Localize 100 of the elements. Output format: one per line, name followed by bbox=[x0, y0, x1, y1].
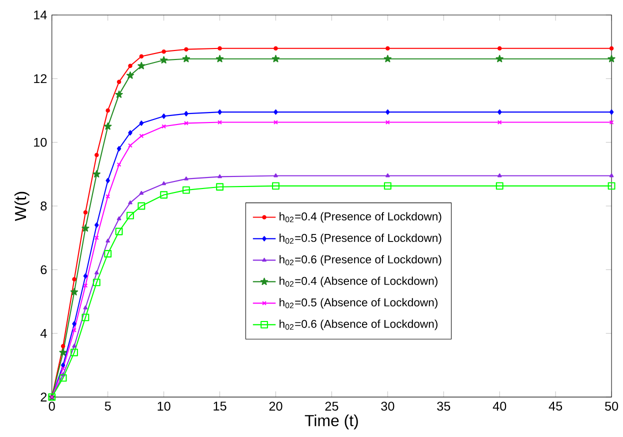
point bbox=[160, 191, 168, 199]
point bbox=[82, 224, 90, 232]
legend-label: h$_{02}$=0.5 (Presence of Lockdown) bbox=[280, 234, 442, 244]
point bbox=[70, 288, 78, 296]
point bbox=[60, 362, 66, 368]
y-tick-label: 8 bbox=[40, 202, 47, 210]
point bbox=[184, 121, 188, 126]
point bbox=[162, 124, 166, 129]
point bbox=[218, 174, 222, 178]
point bbox=[60, 344, 66, 348]
point bbox=[218, 109, 222, 115]
point bbox=[106, 238, 110, 243]
point bbox=[162, 181, 166, 186]
point bbox=[218, 46, 222, 51]
point bbox=[274, 120, 278, 125]
point bbox=[497, 109, 502, 115]
point bbox=[386, 46, 390, 51]
point bbox=[274, 173, 278, 178]
point bbox=[94, 236, 99, 240]
point bbox=[126, 71, 134, 79]
point bbox=[83, 210, 88, 215]
legend-label: h$_{02}$=0.6 (Presence of Lockdown) bbox=[280, 255, 442, 266]
point bbox=[94, 222, 99, 228]
point bbox=[497, 120, 502, 125]
point bbox=[60, 366, 66, 371]
y-axis-title: W(t) bbox=[14, 192, 30, 222]
point bbox=[162, 49, 166, 54]
y-tick-label: 14 bbox=[34, 10, 47, 20]
point bbox=[116, 162, 122, 167]
point bbox=[386, 109, 390, 115]
point bbox=[216, 183, 224, 191]
x-tick-label: 25 bbox=[325, 402, 338, 411]
point bbox=[274, 46, 278, 51]
point bbox=[138, 62, 146, 70]
y-tick-label: 12 bbox=[34, 74, 47, 84]
point bbox=[83, 273, 88, 279]
point bbox=[116, 216, 122, 220]
point bbox=[115, 228, 123, 236]
point bbox=[184, 111, 188, 116]
point bbox=[128, 130, 132, 136]
point bbox=[160, 56, 168, 64]
x-tick-label: 0 bbox=[48, 402, 55, 411]
point bbox=[609, 46, 614, 51]
point bbox=[104, 250, 112, 258]
point bbox=[115, 90, 123, 98]
y-tick-label: 6 bbox=[40, 265, 47, 274]
point bbox=[70, 348, 78, 356]
point bbox=[128, 143, 132, 148]
point bbox=[128, 64, 132, 68]
y-tick-label: 4 bbox=[40, 329, 47, 338]
point bbox=[94, 152, 99, 158]
y-tick-label: 10 bbox=[34, 138, 47, 147]
point bbox=[138, 202, 146, 210]
point bbox=[139, 54, 144, 58]
point bbox=[609, 109, 614, 115]
x-tick-label: 45 bbox=[548, 402, 562, 411]
point bbox=[83, 283, 88, 288]
x-tick-label: 15 bbox=[214, 402, 226, 411]
x-axis-title: Time (t) bbox=[304, 414, 358, 430]
point bbox=[106, 194, 110, 199]
point bbox=[72, 328, 76, 332]
point bbox=[184, 176, 188, 180]
point bbox=[128, 200, 132, 204]
point bbox=[162, 114, 166, 119]
y-tick-label: 2 bbox=[40, 392, 47, 402]
point bbox=[139, 120, 144, 126]
point bbox=[497, 46, 502, 51]
point bbox=[104, 122, 112, 130]
point bbox=[182, 54, 190, 62]
point bbox=[139, 190, 144, 195]
legend-label: h$_{02}$=0.4 (Presence of Lockdown) bbox=[280, 212, 442, 223]
x-tick-label: 10 bbox=[158, 402, 170, 411]
legend-label: h$_{02}$=0.5 (Absence of Lockdown) bbox=[280, 298, 438, 309]
point bbox=[608, 182, 616, 190]
point bbox=[216, 54, 224, 62]
point bbox=[272, 54, 280, 62]
point bbox=[386, 173, 390, 178]
point bbox=[184, 47, 188, 52]
point bbox=[609, 173, 614, 178]
point bbox=[497, 173, 502, 178]
point bbox=[106, 178, 110, 184]
point bbox=[218, 120, 222, 125]
point bbox=[272, 182, 280, 190]
point bbox=[384, 182, 392, 190]
point bbox=[83, 306, 88, 310]
point bbox=[384, 54, 392, 62]
point bbox=[59, 348, 67, 356]
point bbox=[82, 314, 90, 322]
point bbox=[59, 374, 67, 382]
point bbox=[92, 278, 100, 286]
point bbox=[72, 321, 76, 326]
point bbox=[94, 270, 99, 274]
point bbox=[139, 134, 144, 138]
x-tick-label: 30 bbox=[381, 402, 394, 411]
x-tick-label: 5 bbox=[104, 402, 111, 411]
point bbox=[72, 344, 76, 348]
point bbox=[496, 54, 504, 62]
point bbox=[274, 109, 278, 115]
legend-label: h$_{02}$=0.6 (Absence of Lockdown) bbox=[280, 320, 438, 330]
point bbox=[182, 186, 190, 194]
